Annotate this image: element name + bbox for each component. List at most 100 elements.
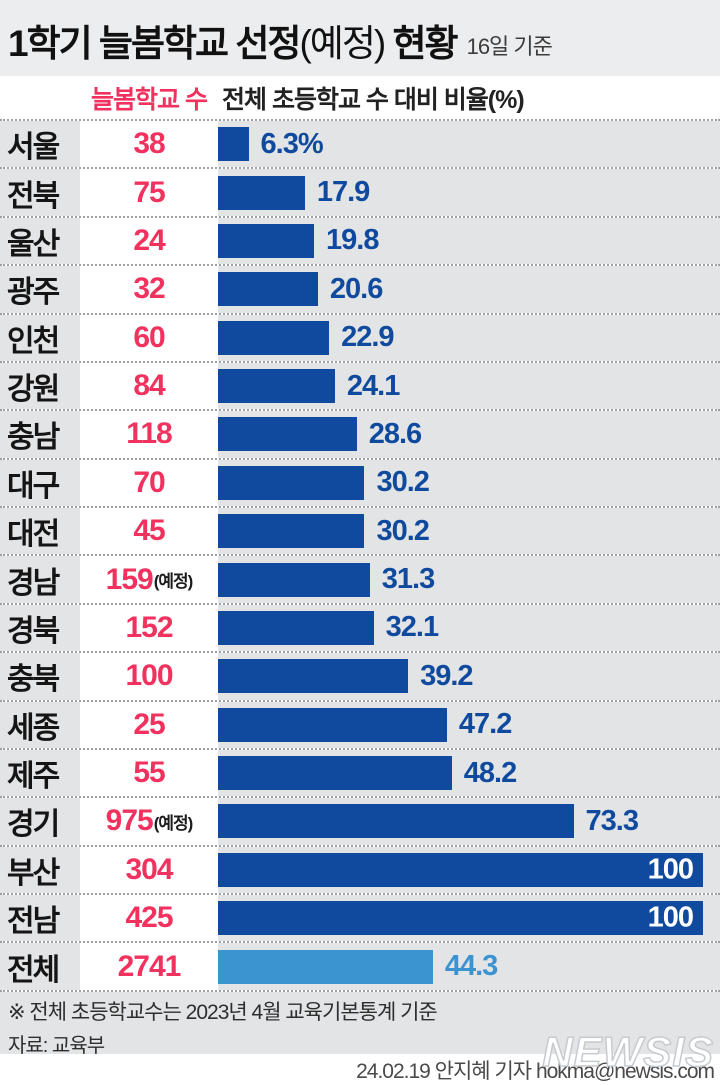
table-row: 대전 45 30.2 [0,508,720,557]
bar-cell: 20.6 [218,266,720,313]
ratio-bar [218,514,365,549]
ratio-bar [218,465,365,500]
bar-cell: 32.1 [218,604,720,652]
region-label: 대구 [0,459,80,506]
bar-cell: 6.3% [218,121,720,168]
ratio-value: 22.9 [341,321,394,354]
table-row: 전남 425 100 [0,895,720,944]
ratio-bar: 100 [218,852,703,887]
region-label: 울산 [0,217,80,265]
region-label: 부산 [0,846,80,893]
count-cell: 32 [80,266,218,313]
region-label: 전남 [0,895,80,942]
page-title-part: (예정) [299,23,386,64]
bar-cell: 22.9 [218,314,720,361]
count-column-header: 늘봄학교 수 [91,85,208,114]
ratio-bar [218,127,249,162]
count-value: 45 [133,514,165,548]
column-headers: 늘봄학교 수 전체 초등학교 수 대비 비율(%) [0,76,720,119]
ratio-bar [218,659,409,694]
count-planned-suffix: (예정) [153,813,194,833]
ratio-value: 30.2 [376,466,429,499]
ratio-bar: 100 [218,901,703,936]
count-value: 55 [133,756,165,790]
region-label: 세종 [0,701,80,748]
bar-cell: 100 [218,895,720,942]
region-label: 충북 [0,653,80,700]
ratio-bar [218,272,318,307]
ratio-bar [218,369,335,404]
count-value: 304 [125,852,173,886]
count-value: 975 [105,804,154,838]
region-label: 대전 [0,508,80,555]
ratio-value: 6.3% [260,127,324,160]
page-title-part: 현황 [384,23,458,64]
table-row: 경북 152 32.1 [0,604,720,654]
title-band: 1학기 늘봄학교 선정(예정) 현황 16일 기준 [0,0,720,76]
ratio-value: 48.2 [463,756,517,789]
ratio-value: 44.3 [444,950,498,983]
table-row: 광주 32 20.6 [0,266,720,315]
region-label: 강원 [0,362,80,410]
count-value: 118 [126,417,172,451]
ratio-value: 30.2 [376,514,429,547]
bar-cell: 28.6 [218,411,720,458]
count-value: 60 [133,320,165,354]
ratio-value: 17.9 [316,176,370,209]
count-cell: 975 (예정) [80,798,218,845]
count-cell: 55 [80,749,218,797]
ratio-bar [218,707,447,742]
footnote: ※ 전체 초등학교수는 2023년 4월 교육기본통계 기준 [8,1000,438,1024]
count-value: 70 [133,465,165,499]
table-row: 대구 70 30.2 [0,459,720,508]
region-label: 제주 [0,749,80,797]
ratio-bar [218,949,433,984]
table-row: 울산 24 19.8 [0,217,720,267]
count-value: 38 [133,127,165,161]
bar-cell: 24.1 [218,362,720,410]
ratio-value: 20.6 [329,272,383,305]
ratio-value: 24.1 [346,369,400,402]
count-cell: 304 [80,846,218,893]
count-cell: 75 [80,169,218,216]
table-row: 부산 304 100 [0,846,720,895]
chart-table: 서울 38 6.3% 전북 75 17.9 울산 24 19.8 광주 32 20.6 인천 60 22.9… [0,119,720,992]
bar-cell: 19.8 [218,217,720,265]
byline: 24.02.19 안지혜 기자 hokma@newsis.com [356,1060,715,1084]
bar-cell: 73.3 [218,798,720,845]
ratio-value: 28.6 [368,417,422,450]
count-value: 159 [105,562,154,596]
region-label: 경기 [0,798,80,845]
table-row: 충남 118 28.6 [0,411,720,460]
count-value: 2741 [117,949,182,983]
source-note: 자료: 교육부 [8,1035,105,1057]
bar-cell: 47.2 [218,701,720,748]
count-cell: 425 [80,895,218,942]
count-cell: 159 (예정) [80,556,218,603]
count-cell: 70 [80,459,218,506]
count-cell: 60 [80,314,218,361]
ratio-bar [218,320,330,355]
count-cell: 84 [80,362,218,410]
ratio-value: 100 [647,853,694,886]
table-row: 경기 975 (예정) 73.3 [0,798,720,847]
count-cell: 24 [80,217,218,265]
ratio-value: 39.2 [420,659,473,692]
region-label: 서울 [0,121,80,168]
count-value: 152 [125,610,173,644]
count-value: 32 [133,272,165,306]
page-title: 1학기 늘봄학교 선정(예정) 현황 [8,23,459,64]
count-cell: 25 [80,701,218,748]
bar-cell: 30.2 [218,459,720,506]
count-cell: 38 [80,121,218,168]
region-label: 인천 [0,314,80,361]
region-label: 경남 [0,556,80,603]
ratio-bar [218,756,452,791]
count-planned-suffix: (예정) [153,572,194,592]
ratio-value: 100 [647,901,694,934]
bar-cell: 48.2 [218,749,720,797]
ratio-value: 32.1 [385,611,439,644]
region-label: 전북 [0,169,80,216]
count-value: 84 [133,369,165,403]
